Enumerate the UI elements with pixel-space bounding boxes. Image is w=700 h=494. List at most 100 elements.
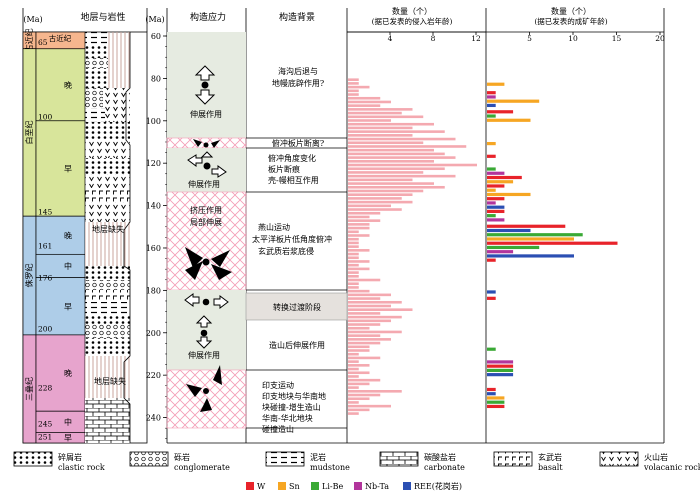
intrusion-bar [348, 304, 391, 308]
rotating-extension-icon [187, 151, 227, 178]
epoch-label: 晚 [64, 230, 72, 240]
intrusion-bar [348, 145, 467, 148]
epoch-label: 中 [64, 261, 72, 271]
epoch-band [35, 48, 86, 122]
intrusion-bar [348, 137, 456, 141]
lithology-name-en: volacanic rock [643, 463, 700, 472]
intrusion-bar [348, 267, 370, 271]
deposit-bar [487, 228, 531, 233]
deposit-bar [487, 171, 505, 175]
type-label: Sn [289, 482, 300, 491]
deposit-bar [487, 233, 583, 237]
tectonic-setting-column: 海沟后退与 地幔底辟作用? 俯冲板片断离? 俯冲角度变化 板片断痕 壳-幔相互作… [245, 66, 348, 434]
deposit-subtitle: (据已发表的成矿年龄) [534, 16, 607, 26]
intrusion-subtitle: (据已发表的侵入岩年龄) [372, 16, 453, 26]
deposit-bar [487, 110, 514, 114]
intrusion-bar [348, 345, 370, 349]
deposit-bar [487, 250, 514, 254]
intrusion-bar [348, 163, 477, 167]
type-label: Nb-Ta [365, 482, 389, 491]
litho-conglomerate [85, 280, 130, 290]
deposit-bar [487, 218, 505, 222]
intrusion-bar [348, 375, 359, 378]
deposit-tick-label: 20 [655, 34, 665, 43]
intrusion-bar [348, 364, 370, 367]
setting-s3-line2: 板片断痕 [268, 164, 300, 174]
age-axis: 60 80 100 120 140 160 180 200 220 240 [146, 32, 167, 440]
setting-s4-line3: 玄武质岩浆底侵 [258, 246, 314, 256]
intrusion-title: 数量（个） [392, 6, 432, 16]
age-tick-label: 200 [146, 329, 161, 338]
intrusion-bar [348, 386, 359, 389]
intrusion-bar [348, 390, 402, 393]
lithology-strip: 地层缺失 地层缺失 [85, 32, 131, 443]
stress-label-extension-3: 伸展作用 [188, 350, 220, 360]
deposit-bar [487, 360, 514, 364]
intrusion-bar [348, 278, 381, 282]
intrusion-bar [348, 130, 445, 133]
intrusion-bar [348, 148, 434, 152]
deposit-bar [487, 241, 618, 245]
transition-arrows-icon [184, 293, 229, 309]
epoch-label: 早 [64, 164, 72, 173]
type-label: REE(花岗岩) [414, 481, 462, 491]
type-swatch [354, 482, 362, 490]
stress-zone-compression [166, 191, 247, 291]
lithology-swatch [379, 451, 419, 467]
period-label: 古近纪 [24, 28, 34, 52]
type-swatch [403, 482, 411, 490]
intrusion-bar [348, 282, 359, 286]
intrusion-axis: 4 8 12 [347, 31, 486, 43]
intrusion-bar [348, 226, 370, 230]
age-tick-label: 100 [146, 117, 161, 126]
deposit-bar [487, 91, 496, 95]
intrusion-bar [348, 115, 424, 119]
intrusion-bar [348, 256, 359, 260]
intrusion-bar [348, 119, 391, 122]
lithology-swatch [493, 451, 533, 467]
intrusion-bar [348, 382, 370, 386]
deposit-bar [487, 82, 505, 86]
litho-volcanic [105, 108, 130, 122]
litho-volcanic [85, 174, 130, 188]
litho-conglomerate [85, 324, 130, 338]
setting-s4-line1: 燕山运动 [258, 222, 290, 232]
intrusion-bar [348, 160, 434, 163]
boundary-age-label: 176 [38, 273, 53, 282]
setting-s5: 转换过渡阶段 [273, 302, 321, 312]
deposit-type-legend: W Sn Li-Be Nb-Ta REE(花岗岩) [246, 481, 462, 491]
boundary-age-label: 161 [38, 242, 52, 251]
gap-label-triassic: 地层缺失 [94, 376, 126, 386]
age-tick-label: 60 [151, 32, 161, 41]
type-label: W [257, 482, 266, 491]
extension-arrows-icon [194, 65, 216, 105]
intrusion-bar [348, 82, 359, 85]
intrusion-bar [348, 323, 381, 326]
intrusion-bar [348, 367, 359, 371]
litho-clastic [85, 68, 108, 88]
setting-header: 构造背景 [279, 11, 315, 23]
age-tick-label: 220 [146, 371, 161, 380]
lithology-name-en: conglomerate [174, 463, 230, 472]
intrusion-bar [348, 230, 359, 234]
deposit-bar [487, 141, 496, 146]
intrusion-histogram [348, 78, 477, 415]
intrusion-bar [348, 315, 402, 319]
setting-s6: 造山后伸展作用 [269, 340, 325, 350]
epoch-band [35, 334, 86, 412]
intrusion-bar [348, 96, 381, 100]
epoch-label: 中 [64, 417, 72, 427]
deposit-tick-label: 10 [568, 34, 578, 43]
intrusion-tick-label: 12 [471, 34, 481, 43]
deposit-tick-label: 5 [527, 34, 532, 43]
deposit-bar [487, 184, 505, 188]
setting-s7-line5: 碰撞造山 [262, 424, 294, 434]
period-label: 白垩纪 [24, 120, 34, 144]
deposit-bar [487, 290, 496, 294]
litho-clastic [85, 158, 130, 174]
setting-s7-line2: 印支地块与华南地 [262, 391, 326, 401]
intrusion-bar [348, 271, 359, 274]
ma-left-header: (Ma) [23, 15, 42, 24]
deposit-bar [487, 396, 505, 400]
intrusion-bar [348, 326, 370, 330]
